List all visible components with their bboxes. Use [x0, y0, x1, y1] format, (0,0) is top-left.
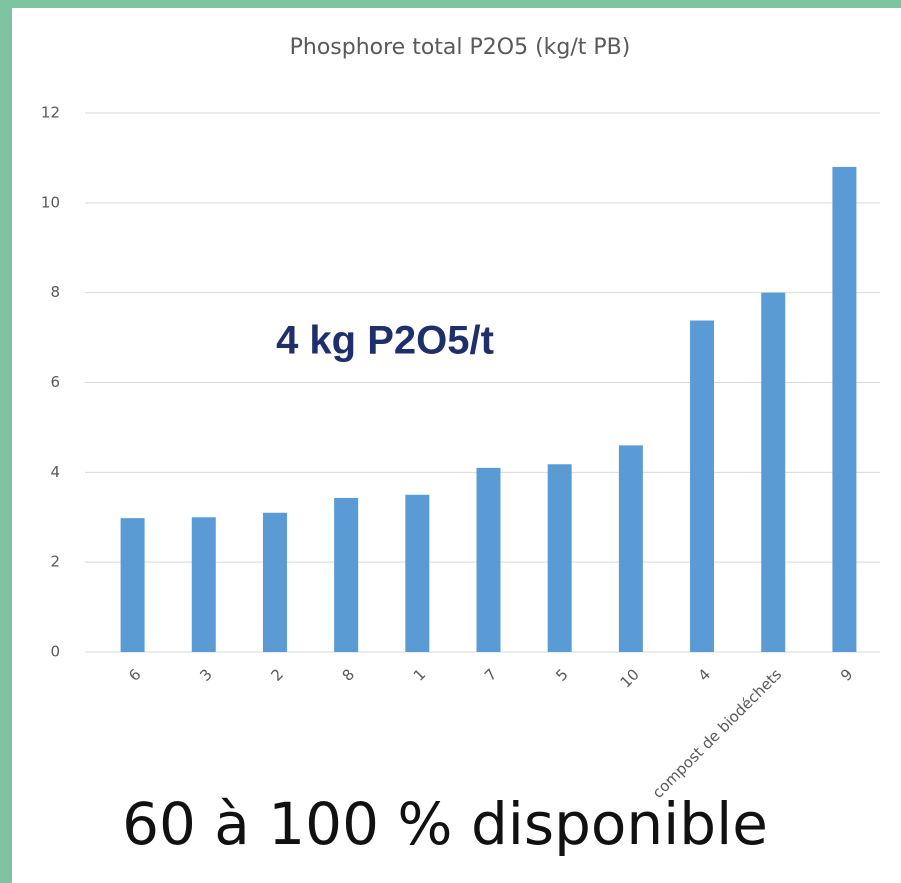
y-tick-label: 6	[50, 373, 60, 391]
y-tick-label: 2	[50, 553, 60, 571]
top-border	[0, 0, 901, 8]
bar	[262, 512, 287, 652]
bar	[191, 517, 216, 652]
chart-title: Phosphore total P2O5 (kg/t PB)	[290, 35, 631, 60]
bar	[690, 320, 715, 652]
y-tick-label: 0	[50, 643, 60, 661]
y-tick-label: 12	[41, 104, 60, 122]
bar	[334, 497, 359, 652]
y-tick-label: 4	[50, 463, 60, 481]
left-border	[0, 0, 12, 883]
bar	[405, 494, 430, 652]
annotation: 4 kg P2O5/t	[276, 319, 494, 363]
bar	[761, 292, 786, 652]
bar	[120, 518, 145, 652]
bar	[547, 464, 572, 652]
bar	[476, 467, 501, 652]
bar	[618, 445, 643, 652]
bar	[832, 166, 857, 652]
y-tick-label: 8	[50, 283, 60, 301]
y-tick-label: 10	[41, 193, 60, 211]
annotation: 60 à 100 % disponible	[122, 790, 768, 858]
